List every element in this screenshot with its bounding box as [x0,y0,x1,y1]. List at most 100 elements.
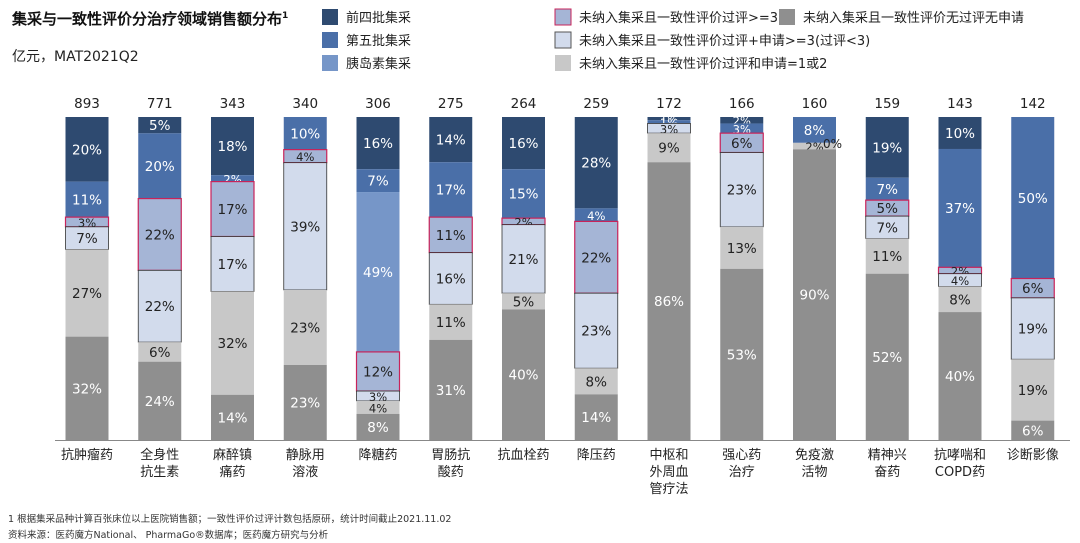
bar-segment [938,312,982,440]
data-label: 31% [436,383,466,399]
category-label: 中枢和 [649,448,688,463]
category-label: 麻醉镇 [213,447,252,463]
data-label: 10% [945,126,975,142]
data-label: 12% [363,364,393,380]
data-label: 27% [72,286,102,302]
category-label: 抗生素 [140,465,179,480]
data-label: 49% [363,265,393,281]
bar-total-label: 306 [365,96,391,112]
legend-swatch-7 [779,9,795,25]
data-label: 11% [872,249,902,265]
bar-segment [574,117,618,209]
data-label: 14% [581,410,611,426]
bar-segment [211,291,254,395]
bar-segment [647,162,691,440]
data-label: 5% [877,201,899,217]
data-label: 50% [1018,191,1048,207]
data-label: 17% [217,202,247,218]
data-label: 24% [145,394,175,410]
data-label: 90% [799,288,829,304]
data-label: 22% [145,227,175,243]
bar-segment [574,221,618,294]
bar-segment [356,413,400,440]
bar-segment [865,273,909,440]
bar-total-label: 159 [874,96,900,112]
bar-segment [647,133,691,163]
legend-label-3: 胰岛素集采 [346,56,411,72]
data-label: 32% [217,336,247,352]
bar-segment [429,117,473,163]
legend-label-1: 前四批集采 [346,10,411,26]
data-label: 6% [149,345,171,361]
data-label: 20% [145,159,175,175]
data-label: 8% [367,420,389,436]
bar-segment [938,267,982,274]
bar-segment [283,117,327,150]
bar-segment [138,133,182,199]
data-label: 11% [436,315,466,331]
data-label: 17% [436,183,466,199]
data-label: 3% [660,122,678,136]
data-label: 28% [581,156,611,172]
bar-total-label: 264 [511,96,537,112]
bar-segment [938,286,982,313]
data-label: 15% [508,187,538,203]
data-label: 11% [72,192,102,208]
bar-segment [574,292,619,369]
category-label: 降糖药 [358,447,397,463]
data-label: 17% [217,257,247,273]
category-label: 胃肠抗 [431,448,470,463]
data-label: 6% [1022,423,1044,439]
bar-segment [211,181,254,237]
bar-segment [1011,278,1055,298]
category-label: COPD药 [935,465,985,480]
bar-segment [138,361,182,440]
bar-segment [429,217,473,253]
data-label: 11% [436,228,466,244]
data-label: 40% [945,369,975,385]
bar-segment [138,117,182,134]
bar-total-label: 275 [438,96,464,112]
bar-total-label: 771 [147,96,173,112]
bar-segment [356,192,400,352]
bar-segment [793,149,836,441]
bar-segment [356,400,400,414]
source-note: 资料来源：医药魔方National、 PharmaGo®数据库；医药魔方研究与分… [8,530,329,541]
bar-total-label: 166 [729,96,755,112]
data-label: 16% [363,136,393,152]
bar-segment [1010,297,1055,360]
data-label: 39% [290,219,320,235]
data-label: 19% [1018,322,1048,338]
bar-segment [720,268,764,440]
legend-label-7: 未纳入集采且一致性评价无过评无申请 [803,10,1024,26]
bar-segment [938,148,982,268]
category-label: 活物 [801,465,827,480]
bar-total-label: 893 [74,96,100,112]
bar-segment [283,162,328,291]
bar-total-label: 143 [947,96,973,112]
data-label: 40% [508,368,538,384]
bar-segment [65,117,109,182]
data-label: 7% [367,174,389,190]
legend-label-4: 未纳入集采且一致性评价过评>=3 [579,10,778,26]
bar-segment [647,120,691,124]
data-label: 4% [951,274,969,288]
data-label: 3% [369,390,387,404]
category-label: 酸药 [438,465,464,480]
data-label: 23% [727,183,757,199]
bar-total-label: 259 [583,96,609,112]
data-label: 6% [1022,281,1044,297]
data-label: 52% [872,350,902,366]
bar-segment [356,169,400,193]
category-label: 奋药 [874,465,900,480]
bar-segment [719,152,764,228]
bar-segment [1011,359,1055,421]
data-label: 22% [145,299,175,315]
bar-segment [574,394,618,440]
bar-segment [356,117,400,170]
bar-segment [283,364,327,440]
bar-segment [210,236,255,292]
category-label: 管疗法 [649,482,688,497]
data-label: 6% [731,136,753,152]
